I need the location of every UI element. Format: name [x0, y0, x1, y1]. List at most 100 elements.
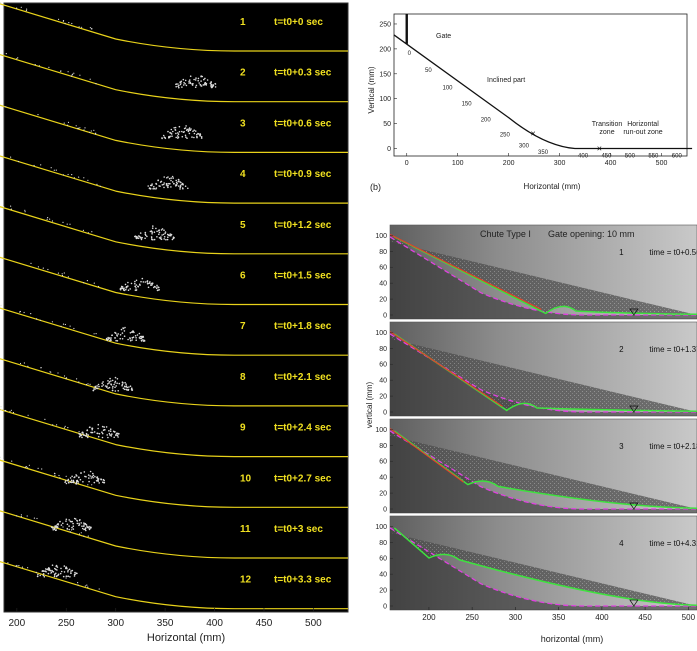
particle [47, 572, 50, 575]
particle [96, 387, 98, 390]
particle [165, 238, 167, 241]
particle [79, 434, 81, 436]
particle [59, 572, 62, 575]
particle [61, 274, 64, 277]
particle [187, 129, 190, 132]
y-tick-label: 200 [379, 46, 391, 53]
particle [131, 389, 133, 392]
frame-strip: 10 t=t0+2.7 sec [0, 456, 348, 508]
particle [59, 477, 61, 479]
chute-line [0, 560, 348, 610]
particle [148, 282, 151, 285]
particle [65, 520, 67, 522]
particle [87, 527, 90, 529]
panel-a-figure: 1 t=t0+0 sec 2 t=t0+0.3 sec 3 t=t0+0.6 sec 4 t=… [0, 2, 349, 644]
particle [183, 81, 185, 84]
particle [161, 137, 163, 139]
profile-panel: 2 time = t0+1.37 sec 100 80 60 40 20 0 [375, 321, 697, 417]
distance-mark: 100 [442, 85, 453, 91]
particle [33, 517, 36, 519]
particle [151, 183, 153, 185]
particle [25, 466, 28, 468]
particle [139, 232, 142, 234]
particle [77, 480, 79, 483]
particle [107, 380, 109, 382]
particle [51, 321, 54, 323]
particle [189, 81, 192, 84]
particle [161, 234, 163, 236]
particle [107, 338, 110, 340]
particle [197, 132, 199, 135]
particle [76, 520, 79, 522]
panel-c-y-label: vertical (mm) [365, 382, 374, 429]
particle [86, 584, 88, 586]
particle [210, 83, 212, 85]
particle [123, 335, 126, 338]
particle [53, 527, 56, 530]
particle [92, 476, 94, 479]
particle [158, 233, 160, 236]
particle [129, 332, 132, 334]
particle [43, 576, 46, 578]
particle [68, 525, 70, 527]
particle [89, 78, 91, 80]
particle [4, 410, 6, 412]
particle [89, 27, 91, 29]
particle [195, 77, 197, 79]
particle [51, 220, 54, 222]
particle [175, 184, 178, 187]
particle [55, 169, 57, 171]
frame-strip: 2 t=t0+0.3 sec [0, 53, 348, 103]
particle [150, 284, 152, 287]
particle [181, 86, 183, 88]
particle [65, 575, 68, 577]
particle [65, 518, 68, 521]
particle [64, 22, 66, 24]
particle [200, 75, 202, 78]
particle [135, 289, 138, 291]
particle [85, 476, 87, 478]
chute-line [0, 104, 348, 153]
particle [2, 459, 5, 461]
particle [79, 519, 81, 521]
particle [83, 282, 85, 284]
particle [63, 122, 65, 124]
frame-time: time = t0+0.56 sec [649, 248, 697, 257]
distance-mark: 500 [625, 154, 636, 160]
particle [37, 266, 40, 268]
particle [67, 121, 70, 123]
particle [185, 129, 188, 131]
distance-mark: 350 [538, 150, 549, 156]
particle [178, 86, 180, 89]
particle [60, 567, 62, 570]
panel-b-y-label: Vertical (mm) [367, 66, 376, 113]
y-tick-label: 60 [379, 459, 387, 466]
particle [162, 233, 165, 236]
particle [124, 381, 126, 384]
particle [193, 78, 195, 81]
particle [167, 236, 169, 238]
particle [70, 570, 72, 572]
profile-panel: 3 time = t0+2.18 sec 100 80 60 40 20 0 [375, 418, 697, 514]
particle [62, 575, 65, 578]
particle [117, 333, 119, 335]
particle [211, 85, 214, 88]
particle [161, 184, 164, 186]
chute-line [0, 206, 348, 255]
particle [152, 239, 154, 241]
frame-time: t=t0+0.6 sec [274, 118, 332, 129]
particle [115, 432, 118, 435]
particle [54, 529, 57, 532]
particle [194, 86, 197, 88]
particle [87, 179, 89, 181]
particle [126, 386, 129, 389]
particle [78, 435, 81, 438]
particle [177, 178, 180, 181]
runout-triangle [629, 502, 639, 510]
particle [200, 80, 202, 82]
panel-a-x-axis: 200 250 300 350 400 450 500 [9, 608, 322, 629]
upper-line [389, 234, 542, 310]
particle [119, 334, 122, 336]
particle [62, 526, 64, 528]
